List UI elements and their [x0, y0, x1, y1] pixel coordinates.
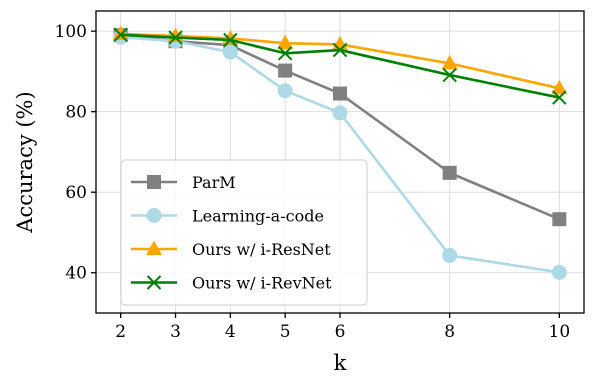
data-point [442, 247, 458, 263]
legend: ParM Learning-a-code Ours w/ i-ResNet Ours … [120, 159, 368, 306]
data-point [551, 264, 567, 280]
data-point [552, 90, 567, 105]
legend-marker [146, 208, 162, 223]
data-point [168, 30, 183, 45]
y-tick-label: 60 [65, 183, 87, 203]
legend-marker-stroke [146, 275, 162, 290]
x-tick-label: 5 [280, 322, 291, 342]
data-point [112, 25, 129, 40]
x-tick-label: 6 [335, 322, 346, 342]
y-tick-label: 100 [55, 22, 87, 42]
legend-item: Ours w/ i-ResNet [131, 240, 331, 259]
data-point [223, 32, 238, 48]
data-point [442, 67, 457, 83]
axis-ticks: 2 3 4 5 6 8 10 40 60 80 100 [55, 22, 571, 342]
data-point-stroke [223, 32, 238, 48]
legend-marker [146, 240, 162, 255]
data-point [278, 63, 293, 78]
data-point [277, 46, 293, 61]
legend-box [120, 159, 368, 306]
y-tick-label: 40 [65, 264, 87, 284]
legend-label: ParM [192, 173, 236, 192]
data-point-stroke [552, 90, 567, 105]
data-point [332, 105, 348, 121]
data-point [551, 79, 568, 95]
data-point-stroke [113, 27, 128, 42]
x-axis-label: k [334, 351, 347, 375]
x-tick-label: 8 [444, 322, 455, 342]
data-point [222, 44, 238, 60]
x-tick-label: 4 [225, 322, 236, 342]
legend-marker [147, 175, 161, 189]
x-tick-label: 2 [115, 322, 126, 342]
data-point [277, 83, 293, 99]
data-point [277, 34, 294, 50]
legend-marker [146, 275, 162, 290]
data-point-stroke [168, 30, 183, 45]
legend-item: Ours w/ i-RevNet [131, 274, 332, 293]
series-3 [113, 27, 567, 105]
data-point [333, 86, 347, 101]
y-tick-label: 80 [65, 103, 87, 123]
data-point [441, 54, 458, 70]
data-point [113, 27, 128, 42]
legend-item: ParM [131, 173, 236, 192]
data-point [442, 165, 457, 180]
x-tick-label: 10 [549, 322, 571, 342]
data-point [552, 212, 567, 227]
x-tick-label: 3 [170, 322, 181, 342]
legend-label: Ours w/ i-ResNet [192, 240, 331, 259]
data-point-stroke [442, 67, 457, 83]
legend-label: Learning-a-code [192, 207, 324, 226]
data-point-stroke [277, 46, 293, 61]
data-point [332, 42, 348, 58]
data-point-stroke [332, 42, 348, 58]
plot-series [112, 25, 568, 280]
legend-item: Learning-a-code [131, 207, 324, 226]
y-axis-label: Accuracy (%) [13, 91, 37, 233]
legend-label: Ours w/ i-RevNet [192, 274, 332, 293]
